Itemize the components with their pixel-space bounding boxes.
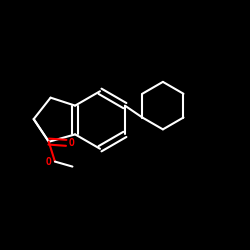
Text: O: O <box>69 138 74 148</box>
Text: O: O <box>46 156 52 166</box>
